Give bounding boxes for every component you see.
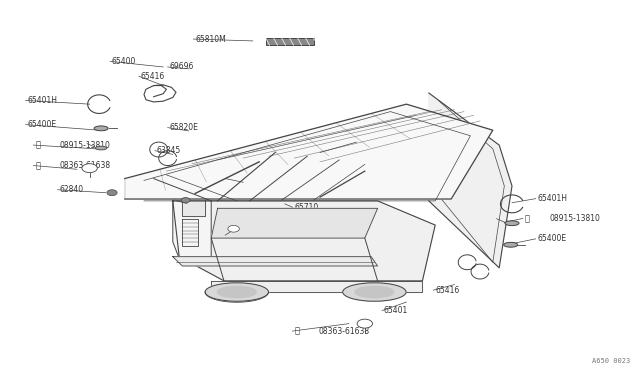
Ellipse shape [355, 286, 394, 298]
Text: Ⓥ: Ⓥ [35, 141, 40, 150]
Text: 65400E: 65400E [538, 234, 567, 243]
Text: 62840: 62840 [60, 185, 84, 194]
Polygon shape [182, 197, 205, 216]
Text: 65400E: 65400E [28, 120, 57, 129]
Text: 65820: 65820 [227, 174, 252, 183]
Text: 65820E: 65820E [170, 123, 198, 132]
Text: 08363-61638: 08363-61638 [60, 161, 111, 170]
Text: A650 0023: A650 0023 [592, 358, 630, 364]
Ellipse shape [505, 221, 519, 225]
Ellipse shape [95, 146, 107, 150]
Polygon shape [211, 281, 422, 292]
Text: 65416: 65416 [435, 286, 460, 295]
Polygon shape [429, 93, 512, 268]
Circle shape [82, 164, 97, 173]
Ellipse shape [343, 283, 406, 301]
Ellipse shape [504, 243, 518, 247]
Polygon shape [125, 104, 493, 199]
Text: 65400: 65400 [112, 57, 136, 66]
Text: 65401H: 65401H [28, 96, 58, 105]
Text: Ⓢ: Ⓢ [35, 161, 40, 170]
Text: Ⓥ: Ⓥ [525, 214, 530, 223]
Text: 08363-61638: 08363-61638 [319, 327, 370, 336]
Bar [266, 38, 314, 45]
Text: 65401: 65401 [384, 306, 408, 315]
Text: 08915-13810: 08915-13810 [549, 214, 600, 223]
Text: 65810M: 65810M [195, 35, 226, 44]
Polygon shape [211, 208, 378, 238]
Text: 65401H: 65401H [538, 194, 568, 203]
Text: Ⓢ: Ⓢ [294, 327, 300, 336]
Text: 65722: 65722 [189, 199, 213, 208]
Polygon shape [173, 257, 378, 266]
Circle shape [228, 225, 239, 232]
Text: 08915-13810: 08915-13810 [60, 141, 110, 150]
Text: 65416: 65416 [141, 72, 165, 81]
Text: 63845: 63845 [157, 146, 181, 155]
Text: 65512: 65512 [227, 231, 252, 240]
Text: 65100: 65100 [358, 138, 383, 147]
Ellipse shape [94, 126, 108, 131]
Circle shape [181, 198, 190, 203]
Ellipse shape [205, 283, 269, 301]
Circle shape [107, 190, 117, 196]
Polygon shape [173, 193, 211, 260]
Ellipse shape [218, 286, 256, 298]
Polygon shape [173, 201, 435, 281]
Text: 65710: 65710 [294, 203, 319, 212]
Text: 69696: 69696 [170, 62, 194, 71]
Circle shape [357, 319, 372, 328]
